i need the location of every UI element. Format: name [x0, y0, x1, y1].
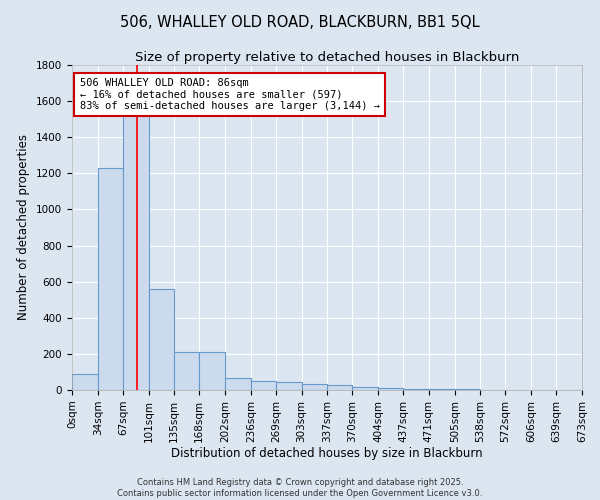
Text: 506 WHALLEY OLD ROAD: 86sqm
← 16% of detached houses are smaller (597)
83% of se: 506 WHALLEY OLD ROAD: 86sqm ← 16% of det…	[80, 78, 380, 111]
Bar	[302, 384, 328, 390]
Bar	[378, 388, 403, 390]
Bar	[123, 83, 149, 390]
Bar	[328, 386, 352, 390]
Bar	[72, 374, 98, 390]
Bar	[175, 352, 199, 390]
Bar	[403, 389, 429, 390]
Title: Size of property relative to detached houses in Blackburn: Size of property relative to detached ho…	[135, 51, 519, 64]
Bar	[225, 378, 251, 390]
Bar	[276, 382, 302, 390]
Text: Contains HM Land Registry data © Crown copyright and database right 2025.
Contai: Contains HM Land Registry data © Crown c…	[118, 478, 482, 498]
Bar	[199, 352, 225, 390]
Text: 506, WHALLEY OLD ROAD, BLACKBURN, BB1 5QL: 506, WHALLEY OLD ROAD, BLACKBURN, BB1 5Q…	[120, 15, 480, 30]
Bar	[98, 168, 123, 390]
Bar	[251, 381, 276, 390]
Y-axis label: Number of detached properties: Number of detached properties	[17, 134, 31, 320]
Bar	[149, 289, 175, 390]
Bar	[352, 388, 378, 390]
X-axis label: Distribution of detached houses by size in Blackburn: Distribution of detached houses by size …	[171, 448, 483, 460]
